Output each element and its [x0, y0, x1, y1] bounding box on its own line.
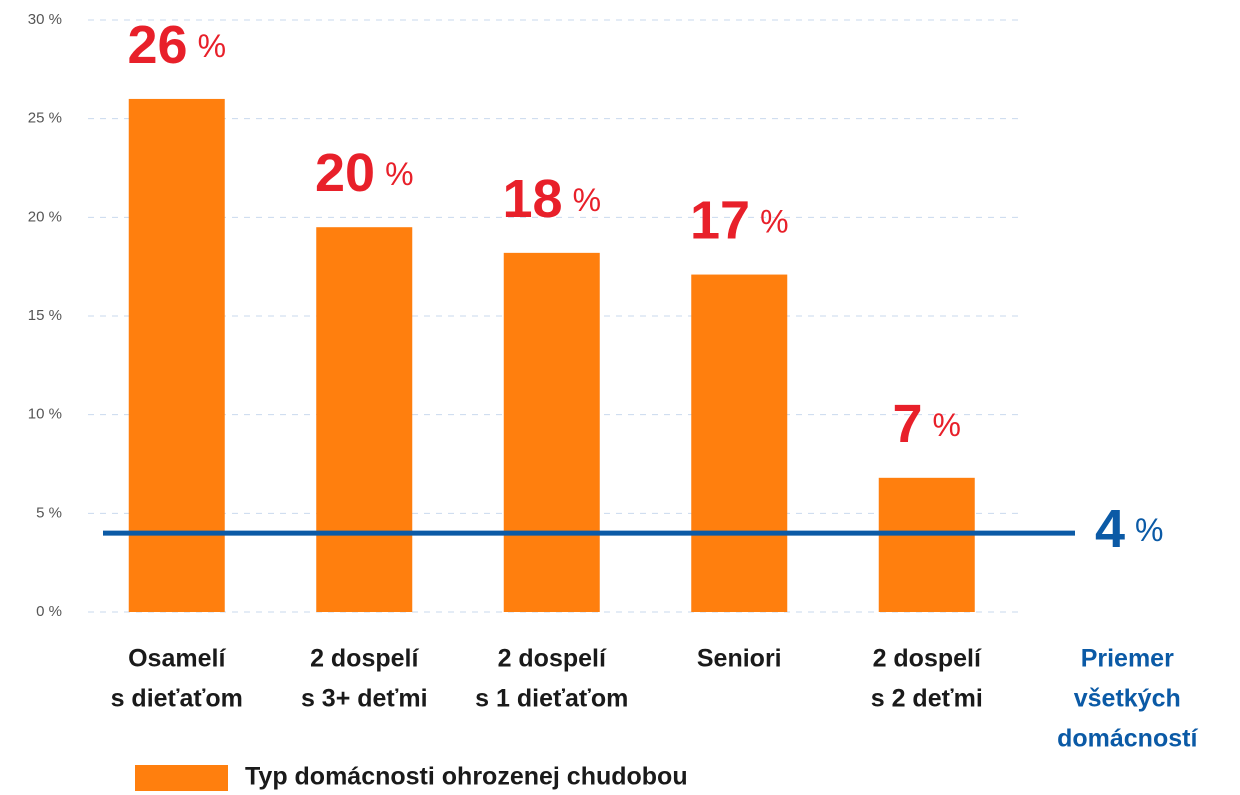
average-label-unit: % — [1135, 513, 1163, 549]
data-label-unit: % — [385, 157, 413, 193]
y-tick-label: 20 % — [28, 208, 62, 225]
x-tick-label: s 3+ deťmi — [301, 685, 428, 713]
data-label-unit: % — [573, 182, 601, 218]
x-tick-label: s 2 deťmi — [871, 685, 983, 713]
data-label: 26% — [127, 15, 226, 75]
data-label-value: 7 — [893, 394, 923, 454]
bar — [128, 98, 225, 612]
data-label: 18% — [502, 169, 601, 229]
data-label: 17% — [690, 191, 789, 251]
x-tick-label: s 1 dieťaťom — [475, 685, 628, 713]
x-tick-label: 2 dospelí — [310, 645, 419, 673]
y-tick-label: 10 % — [28, 406, 62, 423]
data-label-value: 26 — [127, 15, 187, 75]
data-label-unit: % — [760, 204, 788, 240]
bar — [503, 252, 600, 612]
x-tick-label: 2 dospelí — [498, 645, 607, 673]
average-label: 4% — [1095, 499, 1164, 559]
data-label-value: 18 — [502, 169, 562, 229]
data-label: 20% — [315, 143, 414, 203]
x-tick-label: Seniori — [697, 645, 782, 673]
bar — [878, 477, 975, 612]
y-tick-label: 15 % — [28, 307, 62, 324]
average-label-value: 4 — [1095, 499, 1125, 559]
data-label-value: 17 — [690, 191, 750, 251]
average-name: domácností — [1057, 725, 1198, 753]
x-tick-label: Osamelí — [128, 645, 226, 673]
average-name: všetkých — [1074, 685, 1181, 713]
average-name: Priemer — [1081, 645, 1174, 673]
data-label-unit: % — [198, 28, 226, 64]
legend-swatch — [135, 765, 228, 791]
x-tick-label: s dieťaťom — [111, 685, 243, 713]
y-tick-label: 30 % — [28, 11, 62, 28]
bar — [316, 227, 413, 612]
data-label-value: 20 — [315, 143, 375, 203]
data-label: 7% — [893, 394, 962, 454]
y-tick-label: 0 % — [36, 603, 62, 620]
legend-label: Typ domácnosti ohrozenej chudobou — [245, 763, 688, 791]
y-tick-label: 5 % — [36, 504, 62, 521]
data-label-unit: % — [933, 407, 961, 443]
x-tick-label: 2 dospelí — [873, 645, 982, 673]
y-tick-label: 25 % — [28, 110, 62, 127]
bar — [691, 274, 788, 612]
